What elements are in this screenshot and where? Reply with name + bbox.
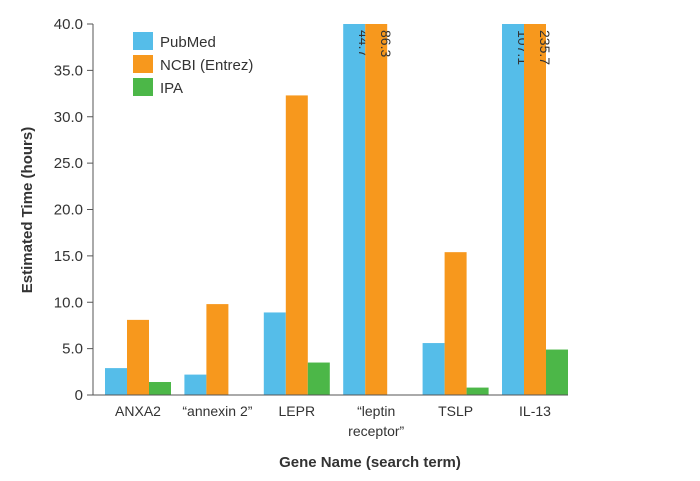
axes-group: ANXA2 “annexin 2” LEPR “leptin receptor” TSLP… xyxy=(54,16,568,439)
x-tick-label: ANXA2 xyxy=(115,403,161,419)
y-tick-label: 15.0 xyxy=(54,248,83,265)
x-tick-label: “annexin 2” xyxy=(182,403,252,419)
bar-pubmed-2 xyxy=(263,312,286,395)
bar-ipa-0 xyxy=(149,382,171,395)
y-tick-label: 40.0 xyxy=(54,16,83,33)
legend-swatch xyxy=(133,32,153,50)
x-tick-label: TSLP xyxy=(438,403,473,419)
y-axis-title: Estimated Time (hours) xyxy=(19,127,36,293)
legend-label: PubMed xyxy=(160,34,216,51)
y-tick-label: 25.0 xyxy=(54,155,83,172)
bar-ipa-4 xyxy=(466,387,489,395)
bar-ncbi-entrez--0 xyxy=(127,319,149,395)
y-tick-label: 0 xyxy=(75,387,83,404)
legend-label: IPA xyxy=(160,80,183,97)
x-tick-label: “leptin xyxy=(357,403,395,419)
bar-pubmed-0 xyxy=(105,368,127,395)
bar-ncbi-entrez--5 xyxy=(524,24,546,395)
bar-pubmed-1 xyxy=(184,374,207,395)
bars-group: 44.7 86.3 107.1 235.7 xyxy=(105,24,568,395)
legend-label: NCBI (Entrez) xyxy=(160,57,253,74)
x-axis-title: Gene Name (search term) xyxy=(279,454,461,471)
bar-pubmed-4 xyxy=(422,343,445,395)
bar-pubmed-5 xyxy=(502,24,524,395)
y-tick-label: 20.0 xyxy=(54,202,83,219)
x-tick-label: receptor” xyxy=(348,423,404,439)
bar-value-label: 86.3 xyxy=(378,30,394,57)
bar-pubmed-3 xyxy=(343,24,366,395)
y-tick-label: 10.0 xyxy=(54,294,83,311)
bar-ncbi-entrez--1 xyxy=(206,304,229,395)
x-tick-label: LEPR xyxy=(279,403,316,419)
legend: PubMed NCBI (Entrez) IPA xyxy=(133,32,253,97)
legend-swatch xyxy=(133,55,153,73)
y-tick-label: 35.0 xyxy=(54,62,83,79)
bar-ncbi-entrez--3 xyxy=(365,24,388,395)
y-tick-label: 5.0 xyxy=(62,341,83,358)
bar-value-label: 235.7 xyxy=(537,30,553,65)
bar-ncbi-entrez--2 xyxy=(285,95,308,395)
x-tick-label: IL-13 xyxy=(519,403,551,419)
legend-swatch xyxy=(133,78,153,96)
y-tick-label: 30.0 xyxy=(54,109,83,126)
bar-ipa-5 xyxy=(546,349,568,395)
bar-ipa-2 xyxy=(307,362,330,395)
bar-ncbi-entrez--4 xyxy=(444,252,467,395)
